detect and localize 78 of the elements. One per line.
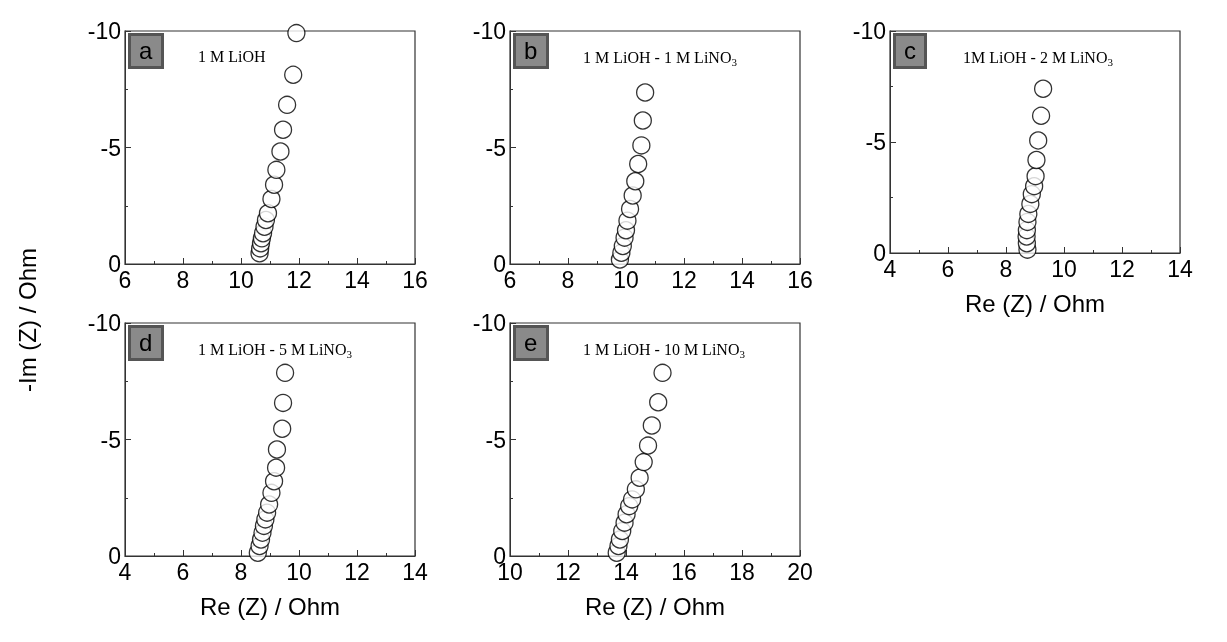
point	[266, 458, 286, 477]
chart-title: a	[139, 36, 153, 64]
y-tick-label: 0	[873, 240, 886, 266]
point	[634, 452, 653, 472]
x-tick-label: 8	[176, 266, 190, 293]
point	[287, 23, 306, 43]
x-tick-label: 14	[613, 558, 639, 585]
y-tick-label: -5	[485, 134, 506, 161]
x-tick-label: 14	[344, 266, 370, 293]
x-tick-label: 8	[234, 558, 248, 585]
point	[623, 186, 642, 205]
point	[649, 393, 668, 412]
y-tick-label: -5	[100, 426, 121, 453]
x-tick-label: 10	[1051, 255, 1077, 282]
y-axis-title: -Im (Z) / Ohm	[14, 248, 42, 392]
chart-title: c	[904, 36, 916, 64]
x-tick-label: 20	[787, 558, 813, 585]
y-tick-label: 0	[108, 543, 121, 569]
x-tick-label: 18	[729, 558, 755, 585]
point	[642, 416, 661, 435]
x-tick-label: 16	[402, 266, 428, 293]
x-tick-label: 10	[613, 266, 639, 293]
x-tick-label: 12	[1109, 255, 1135, 282]
y-tick-label: -5	[485, 426, 506, 453]
point	[1027, 150, 1046, 170]
point	[273, 120, 293, 139]
y-tick-label: -10	[87, 310, 121, 336]
point	[264, 175, 284, 194]
x-tick-label: 8	[561, 266, 575, 293]
point	[633, 111, 652, 130]
point	[1031, 106, 1051, 125]
x-tick-label: 12	[344, 558, 370, 585]
text: 1 M LiOH	[198, 47, 266, 65]
point	[267, 160, 286, 180]
chart-title: e	[524, 328, 538, 356]
y-tick-label: 0	[108, 251, 121, 277]
y-tick-label: -10	[472, 18, 506, 44]
point	[284, 65, 303, 84]
point	[275, 363, 295, 383]
y-tick-label: -5	[865, 129, 886, 155]
y-tick-label: -10	[472, 310, 506, 336]
x-tick-label: 14	[1167, 255, 1193, 282]
x-tick-label: 12	[286, 266, 312, 293]
point	[626, 172, 645, 191]
x-tick-label: 16	[787, 266, 813, 293]
y-tick-label: -10	[852, 18, 886, 44]
x-axis-title: Re (Z) / Ohm	[199, 592, 341, 620]
point	[1026, 167, 1045, 186]
point	[273, 419, 292, 438]
point	[629, 154, 648, 174]
x-tick-label: 6	[941, 255, 955, 282]
point	[630, 468, 649, 487]
chart-title: b	[524, 36, 538, 64]
x-tick-label: 12	[671, 266, 697, 293]
x-tick-label: 10	[286, 558, 312, 585]
x-tick-label: 16	[671, 558, 697, 585]
x-tick-label: 10	[228, 266, 254, 293]
y-tick-label: -5	[100, 134, 121, 161]
x-tick-label: 14	[729, 266, 755, 293]
y-tick-label: 0	[493, 251, 506, 277]
x-axis-title: Re (Z) / Ohm	[964, 289, 1106, 317]
point	[632, 136, 651, 155]
point	[1033, 79, 1053, 98]
point	[636, 83, 655, 102]
x-tick-label: 6	[176, 558, 190, 585]
point	[1029, 131, 1048, 150]
point	[273, 393, 293, 413]
x-tick-label: 12	[555, 558, 581, 585]
x-tick-label: 14	[402, 558, 428, 585]
point	[638, 436, 658, 455]
point	[267, 440, 287, 459]
chart-title: d	[139, 328, 153, 356]
point	[271, 142, 290, 161]
point	[653, 363, 672, 383]
x-axis-title: Re (Z) / Ohm	[584, 592, 726, 620]
y-tick-label: -10	[87, 18, 121, 44]
x-tick-label: 8	[999, 255, 1013, 282]
point	[277, 95, 297, 115]
